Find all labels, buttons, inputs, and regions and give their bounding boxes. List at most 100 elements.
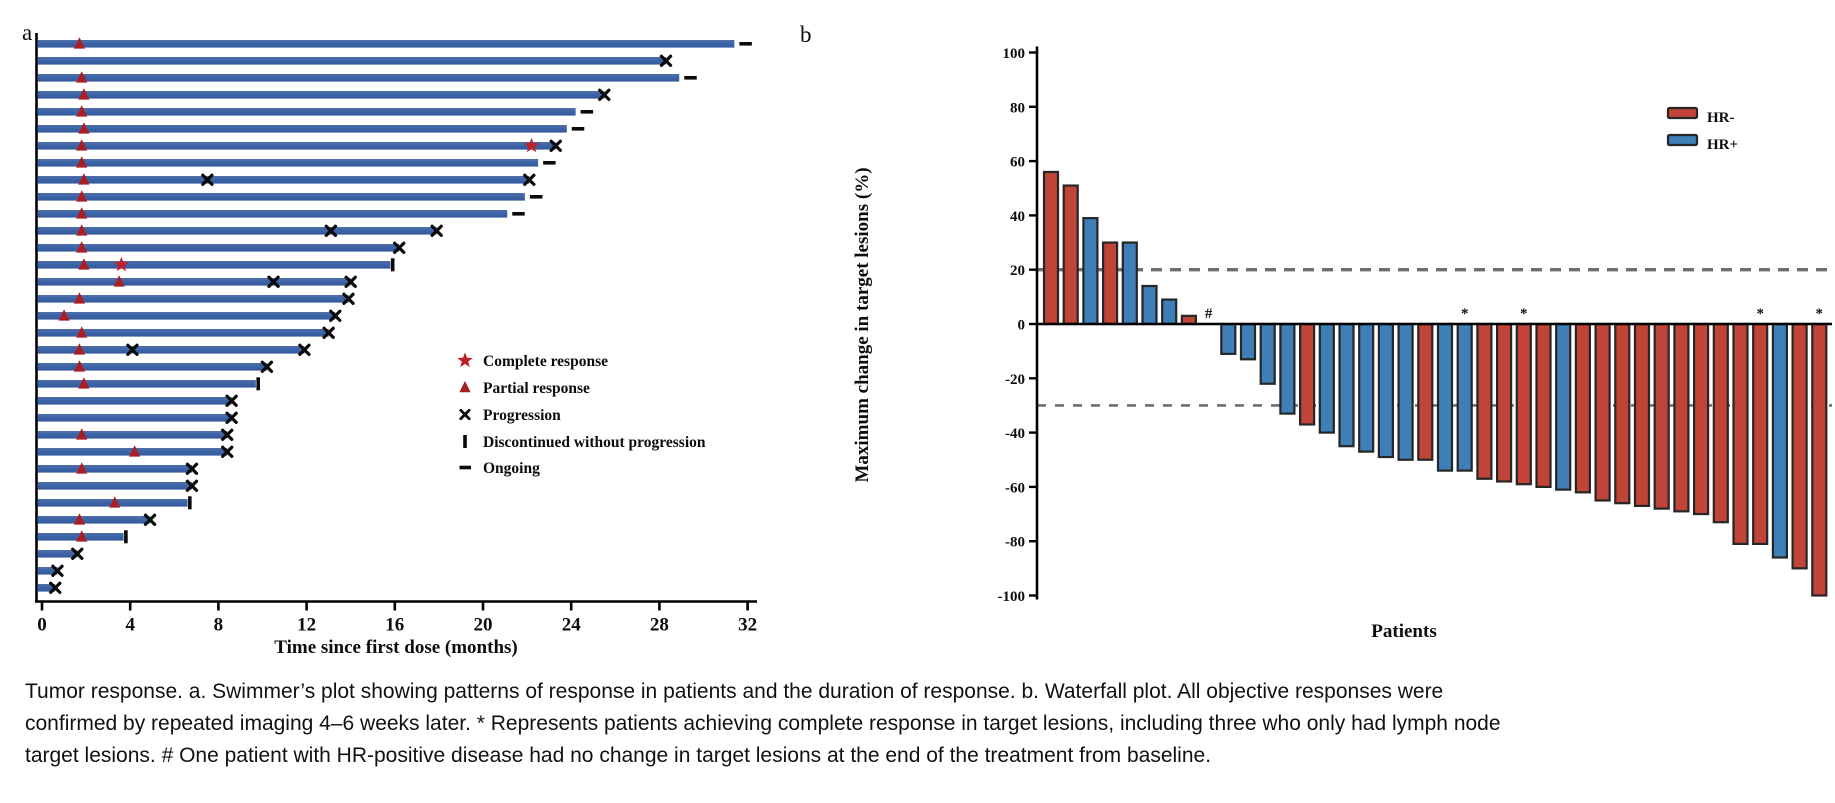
- partial-response-triangle-icon: [78, 122, 90, 134]
- complete-response-star-icon: [113, 256, 129, 272]
- complete-response-asterisk-mark: *: [1461, 306, 1469, 322]
- swimmer-x-tick-label: 20: [474, 615, 493, 636]
- partial-response-triangle-icon: [78, 173, 90, 185]
- complete-response-star-icon: [523, 137, 540, 153]
- partial-response-triangle-icon: [76, 190, 88, 202]
- discontinued-bar-icon: [188, 496, 192, 510]
- partial-response-triangle-icon: [76, 156, 88, 168]
- waterfall-y-tick-label: 80: [1010, 100, 1025, 116]
- legend-star-icon: [457, 352, 473, 368]
- waterfall-bar: [1791, 322, 1808, 570]
- waterfall-y-tick-label: -40: [1005, 426, 1025, 442]
- legend-discontinued-icon: [463, 435, 467, 448]
- progression-x-icon: [344, 275, 357, 288]
- legend-hr-positive-label: HR+: [1707, 137, 1738, 153]
- waterfall-y-tick-label: -20: [1005, 372, 1025, 388]
- swimmer-bar: [37, 159, 539, 167]
- discontinued-bar-icon: [124, 530, 128, 544]
- waterfall-bar: [1358, 322, 1375, 453]
- swimmer-bar: [37, 125, 567, 133]
- swimmer-bar: [37, 482, 192, 490]
- complete-response-asterisk-mark: *: [1816, 306, 1824, 322]
- waterfall-bar: [1220, 322, 1237, 355]
- partial-response-triangle-icon: [78, 258, 90, 270]
- partial-response-triangle-icon: [76, 139, 88, 151]
- waterfall-bar: [1555, 322, 1572, 491]
- progression-x-icon: [185, 479, 199, 492]
- swimmer-x-tick-label: 4: [125, 615, 135, 636]
- waterfall-bar: [1495, 322, 1513, 483]
- swimmer-bar: [37, 244, 400, 252]
- legend-ongoing-label: Ongoing: [483, 460, 540, 477]
- legend-triangle-icon: [459, 380, 471, 393]
- swimmer-bar: [37, 465, 192, 473]
- progression-x-icon: [71, 547, 84, 560]
- tumor-response-figure: a b 0 4 8 12 16 20 24 28 32 100 80 60 40 20 0 -20 -40 -6…: [22, 20, 1832, 658]
- swimmer-bar: [37, 261, 391, 269]
- partial-response-triangle-icon: [76, 326, 88, 338]
- progression-x-icon: [322, 326, 335, 339]
- waterfall-bar: [1614, 322, 1631, 505]
- partial-response-triangle-icon: [58, 309, 70, 321]
- waterfall-bar: [1141, 284, 1158, 326]
- waterfall-bar: [1298, 322, 1316, 426]
- waterfall-bar: [1062, 184, 1079, 326]
- partial-response-triangle-icon: [76, 530, 88, 542]
- swimmer-bar: [37, 380, 256, 388]
- legend-complete-response-label: Complete response: [483, 353, 608, 370]
- legend-hr-negative-swatch: [1666, 106, 1699, 120]
- waterfall-bar: [1082, 217, 1099, 326]
- waterfall-legend: HR- HR+: [1707, 110, 1738, 153]
- swimmer-bar: [37, 210, 508, 218]
- swimmer-bar: [37, 176, 530, 184]
- waterfall-bar: [1279, 322, 1296, 415]
- ongoing-dash-icon: [684, 76, 697, 80]
- waterfall-bar: [1515, 322, 1532, 486]
- progression-x-icon: [324, 224, 338, 237]
- waterfall-bar: [1535, 322, 1552, 488]
- swimmer-xaxis-title: Time since first dose (months): [274, 637, 517, 658]
- progression-x-icon: [126, 343, 139, 356]
- waterfall-bar: [1811, 322, 1828, 597]
- progression-x-icon: [393, 241, 406, 254]
- waterfall-bar: [1042, 170, 1060, 326]
- panel-b-label: b: [800, 22, 812, 47]
- partial-response-triangle-icon: [73, 343, 86, 355]
- partial-response-triangle-icon: [78, 377, 90, 389]
- swimmer-bar: [37, 414, 232, 422]
- legend-progression-label: Progression: [483, 407, 561, 424]
- swimmer-bar: [37, 57, 667, 65]
- partial-response-triangle-icon: [76, 105, 88, 117]
- swimmer-bar: [37, 91, 605, 99]
- partial-response-triangle-icon: [76, 428, 88, 440]
- swimmer-bar: [37, 516, 151, 524]
- progression-x-icon: [659, 54, 673, 67]
- waterfall-bar: [1417, 322, 1434, 461]
- partial-response-triangle-icon: [73, 360, 86, 372]
- waterfall-plot: 100 80 60 40 20 0 -20 -40 -60 -80 -100 # * * * *: [998, 46, 1832, 605]
- swimmer-bar: [37, 142, 556, 150]
- swimmer-bar: [37, 329, 329, 337]
- swimmer-x-tick-label: 12: [297, 615, 316, 636]
- swimmer-x-tick-label: 0: [37, 615, 47, 636]
- waterfall-bar: [1712, 322, 1729, 524]
- progression-x-icon: [143, 513, 157, 526]
- waterfall-y-tick-label: -60: [1005, 480, 1025, 496]
- waterfall-bar: [1574, 322, 1592, 494]
- waterfall-bar: [1161, 298, 1178, 326]
- swimmer-bar: [37, 584, 56, 592]
- legend-hr-negative-label: HR-: [1707, 110, 1735, 126]
- partial-response-triangle-icon: [129, 445, 141, 457]
- no-change-hash-mark: #: [1205, 306, 1213, 322]
- swimmer-bar: [37, 312, 336, 320]
- legend-x-icon: [459, 408, 471, 421]
- progression-x-icon: [221, 445, 234, 458]
- waterfall-y-tick-label: -80: [1005, 535, 1025, 551]
- waterfall-bar: [1101, 241, 1119, 326]
- progression-x-icon: [549, 139, 562, 152]
- waterfall-bar: [1318, 322, 1335, 434]
- waterfall-bar: [1377, 322, 1395, 459]
- complete-response-asterisk-mark: *: [1520, 306, 1528, 322]
- waterfall-bar: [1239, 322, 1257, 361]
